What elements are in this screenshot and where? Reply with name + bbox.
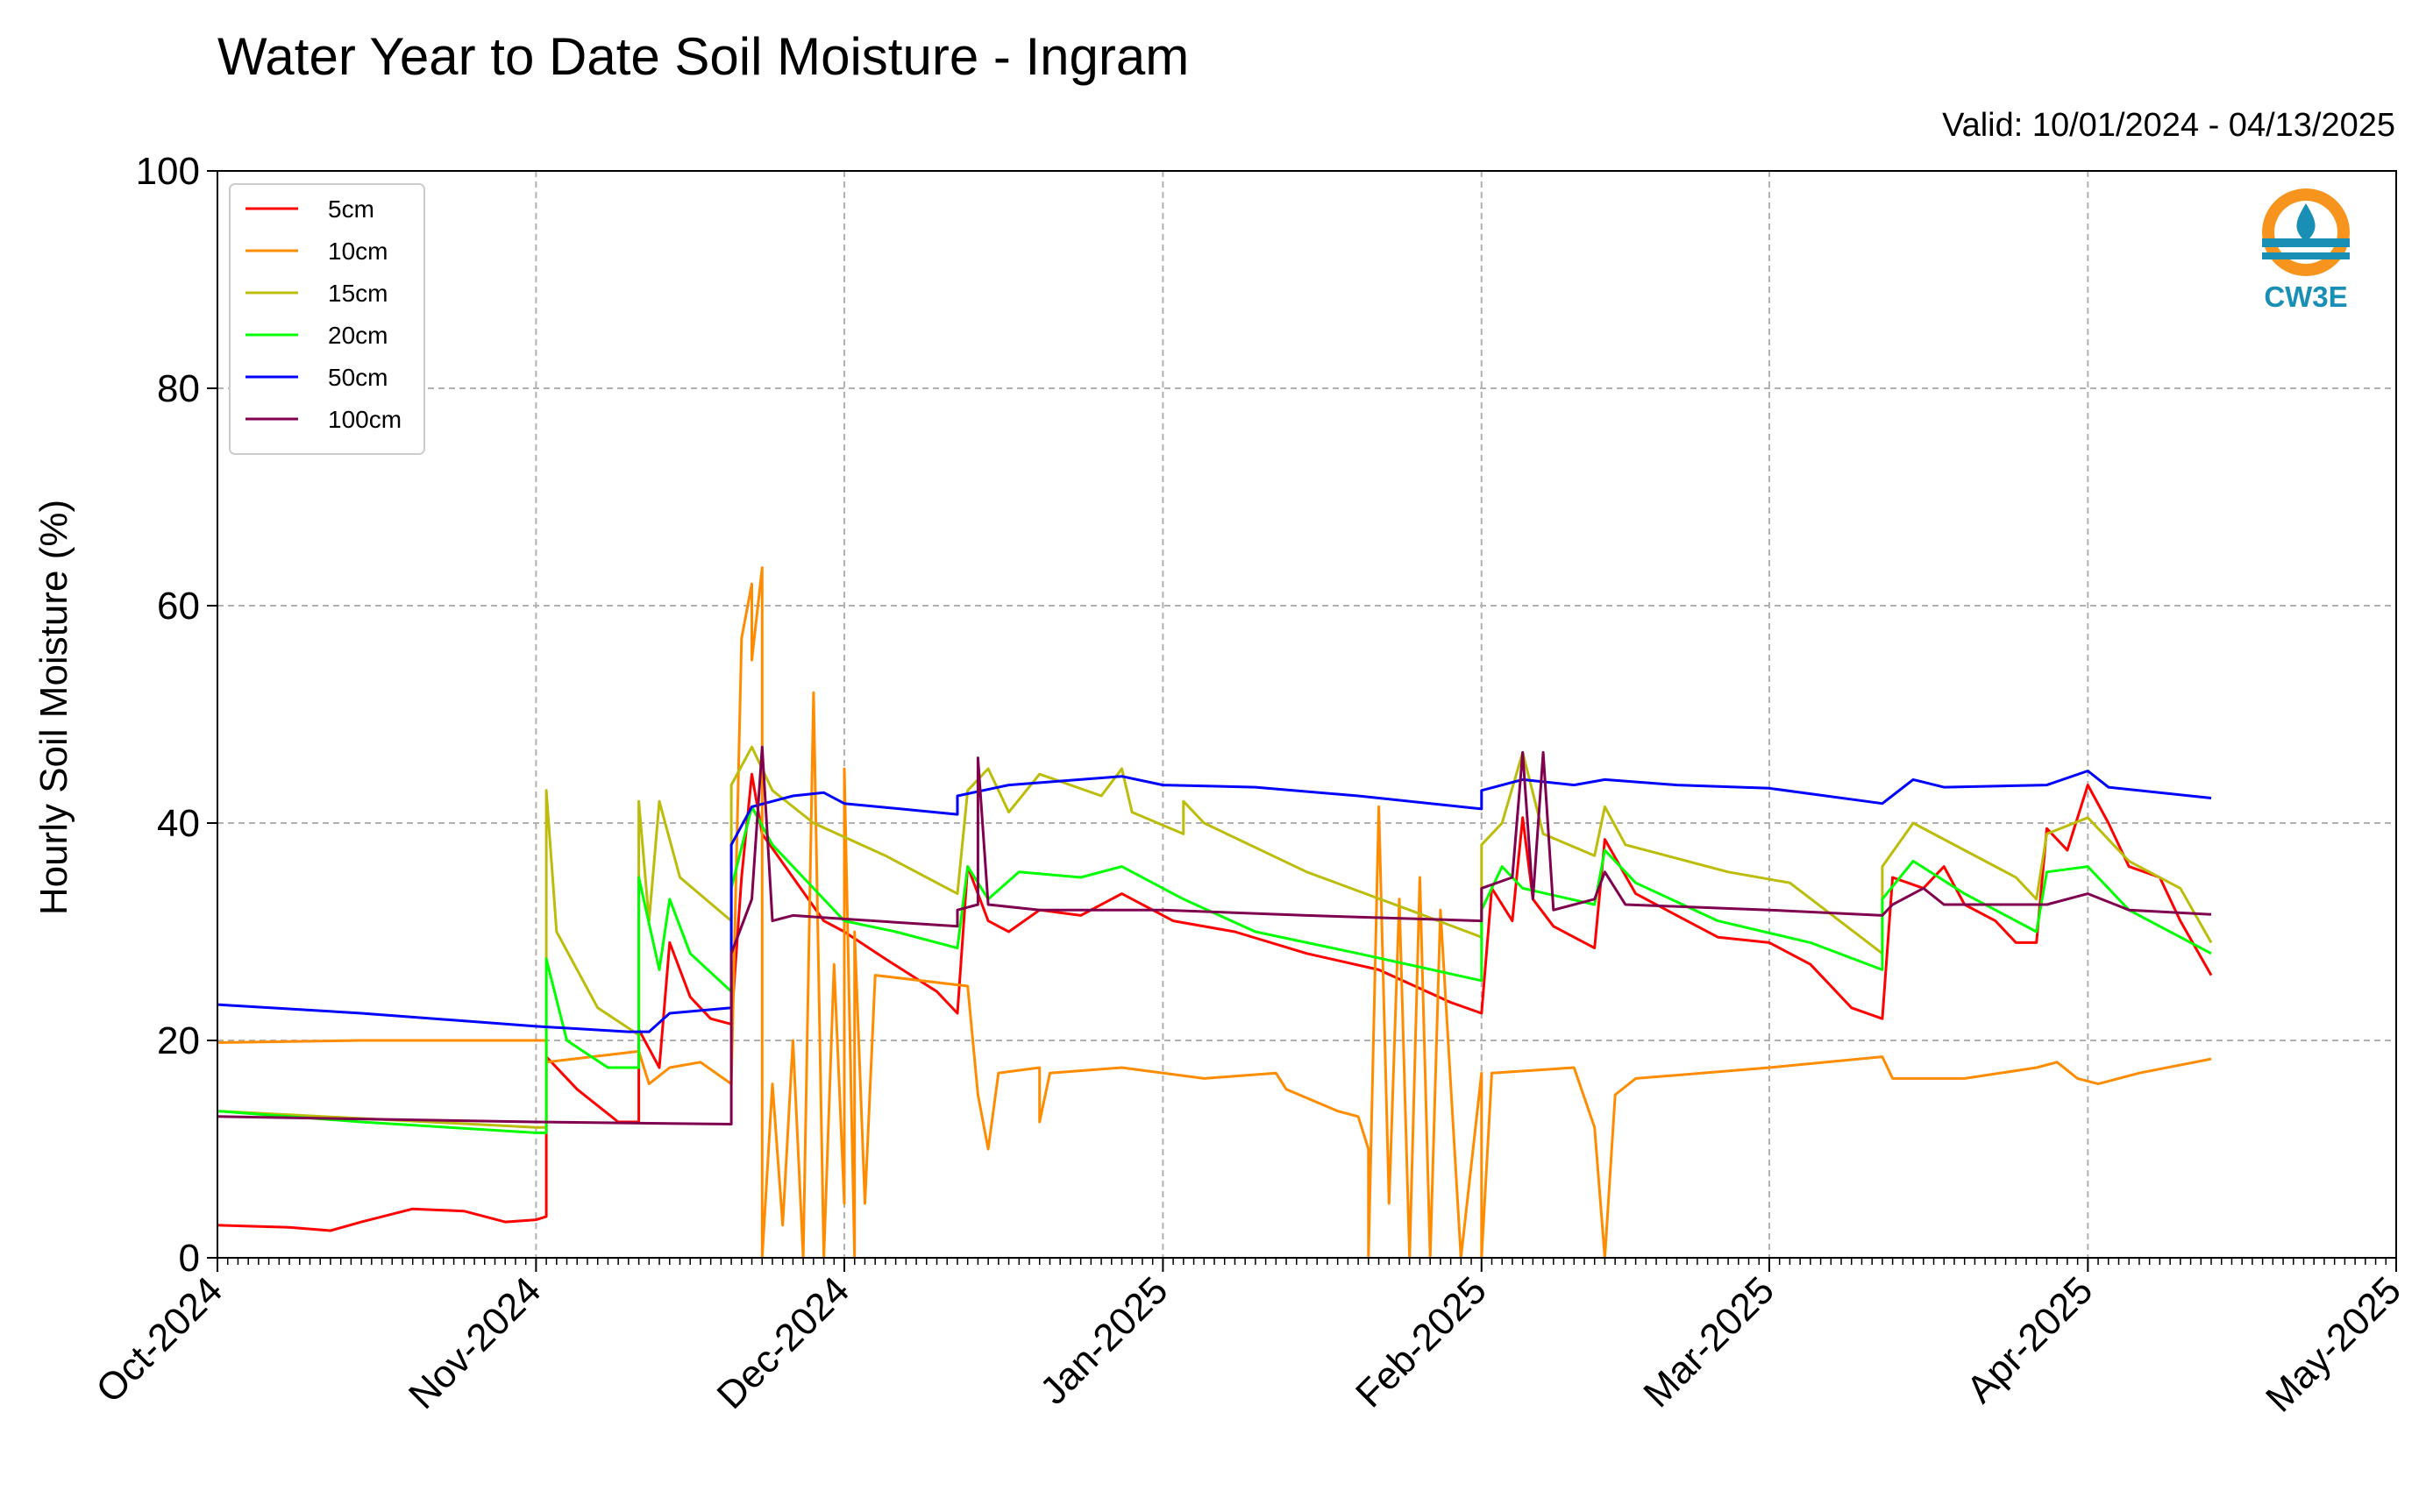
- legend: 5cm 10cm 15cm 20cm 50cm 100cm: [229, 183, 425, 455]
- y-tick-label: 60: [157, 585, 200, 628]
- legend-label-50cm: 50cm: [328, 364, 388, 391]
- logo-text: CW3E: [2264, 280, 2348, 313]
- legend-label-5cm: 5cm: [328, 195, 374, 223]
- y-tick-label: 20: [157, 1019, 200, 1062]
- x-tick-label: Mar-2025: [1635, 1268, 1782, 1416]
- series-layer: [217, 566, 2213, 1260]
- x-tick-label: Feb-2025: [1348, 1268, 1495, 1416]
- y-tick-label: 0: [179, 1237, 200, 1280]
- x-tick-label: Nov-2024: [401, 1268, 550, 1417]
- axis-ticks: 0 20 40 60 80 100 Oct-2024 Nov-2024 Dec-2024 Jan-…: [88, 150, 2409, 1420]
- legend-label-10cm: 10cm: [328, 238, 388, 265]
- series-line-100cm: [217, 745, 2212, 1125]
- x-tick-label: Oct-2024: [88, 1268, 231, 1411]
- chart-title: Water Year to Date Soil Moisture - Ingra…: [217, 27, 1190, 86]
- y-tick-label: 100: [136, 150, 200, 193]
- x-tick-label: Apr-2025: [1959, 1268, 2102, 1411]
- plot-frame: [217, 170, 2397, 1259]
- water-drop-icon: [2262, 188, 2350, 276]
- legend-label-15cm: 15cm: [328, 280, 388, 307]
- y-tick-label: 80: [157, 367, 200, 410]
- y-tick-label: 40: [157, 802, 200, 845]
- valid-date-range: Valid: 10/01/2024 - 04/13/2025: [1942, 107, 2395, 144]
- x-tick-label: May-2025: [2258, 1268, 2409, 1420]
- legend-label-100cm: 100cm: [328, 406, 402, 433]
- x-tick-label: Dec-2024: [709, 1268, 858, 1417]
- series-line-10cm: [217, 566, 2212, 1260]
- series-line-50cm: [217, 770, 2212, 1033]
- x-tick-label: Jan-2025: [1032, 1268, 1176, 1412]
- series-line-20cm: [217, 805, 2212, 1134]
- series-line-5cm: [217, 772, 2213, 1232]
- grid-lines: [217, 171, 2396, 1258]
- cw3e-logo: CW3E: [2253, 184, 2358, 324]
- series-line-15cm: [217, 745, 2213, 1129]
- legend-label-20cm: 20cm: [328, 322, 388, 349]
